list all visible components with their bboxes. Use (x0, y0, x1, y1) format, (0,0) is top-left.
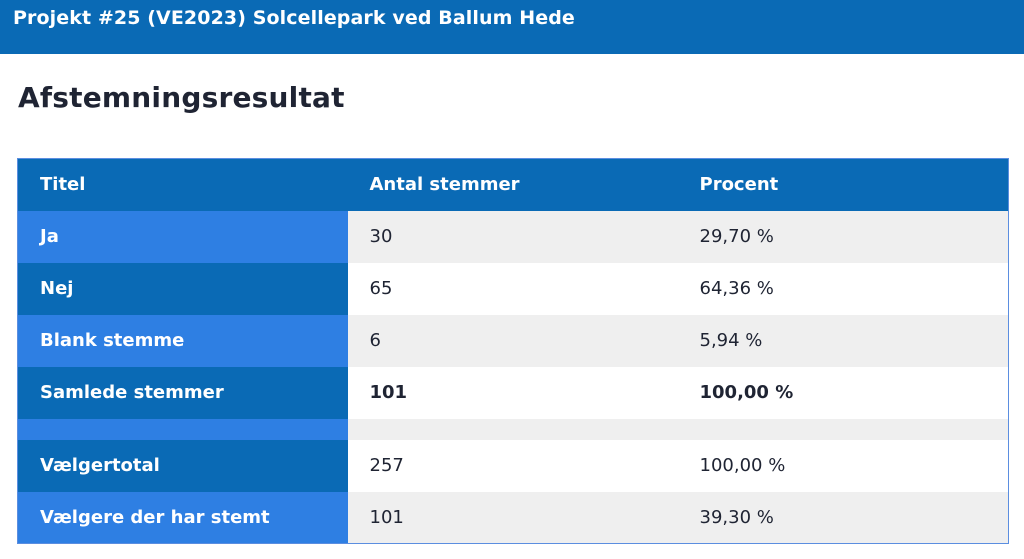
table-header-row: Titel Antal stemmer Procent (17, 158, 1009, 211)
percent-cell: 64,36 % (677, 262, 1009, 315)
project-header-bar: Projekt #25 (VE2023) Solcellepark ved Ba… (0, 0, 1024, 54)
row-label: Vælgertotal (17, 439, 348, 492)
voting-results-table: Titel Antal stemmer Procent Ja 30 29,70 … (17, 158, 1009, 544)
percent-cell: 100,00 % (677, 366, 1009, 419)
percent-cell: 5,94 % (677, 314, 1009, 367)
page-title: Afstemningsresultat (18, 81, 345, 114)
table-row-ja: Ja 30 29,70 % (17, 210, 1009, 263)
table-row-nej: Nej 65 64,36 % (17, 262, 1009, 315)
votes-cell: 6 (347, 314, 678, 367)
percent-cell: 29,70 % (677, 210, 1009, 263)
spacer-cell (17, 418, 348, 440)
row-label: Ja (17, 210, 348, 263)
votes-cell: 257 (347, 439, 678, 492)
row-label: Samlede stemmer (17, 366, 348, 419)
table-row-blank: Blank stemme 6 5,94 % (17, 314, 1009, 367)
table-row-voters-voted: Vælgere der har stemt 101 39,30 % (17, 491, 1009, 544)
votes-cell: 101 (347, 366, 678, 419)
column-header-title: Titel (17, 158, 348, 211)
votes-cell: 101 (347, 491, 678, 544)
table-row-voter-total: Vælgertotal 257 100,00 % (17, 439, 1009, 492)
column-header-percent: Procent (677, 158, 1009, 211)
row-label: Blank stemme (17, 314, 348, 367)
spacer-cell (347, 418, 678, 440)
votes-cell: 30 (347, 210, 678, 263)
table-spacer-row (17, 418, 1009, 440)
table-row-total-votes: Samlede stemmer 101 100,00 % (17, 366, 1009, 419)
votes-cell: 65 (347, 262, 678, 315)
row-label: Nej (17, 262, 348, 315)
spacer-cell (677, 418, 1009, 440)
percent-cell: 100,00 % (677, 439, 1009, 492)
project-title: Projekt #25 (VE2023) Solcellepark ved Ba… (13, 7, 575, 29)
row-label: Vælgere der har stemt (17, 491, 348, 544)
percent-cell: 39,30 % (677, 491, 1009, 544)
column-header-votes: Antal stemmer (347, 158, 678, 211)
